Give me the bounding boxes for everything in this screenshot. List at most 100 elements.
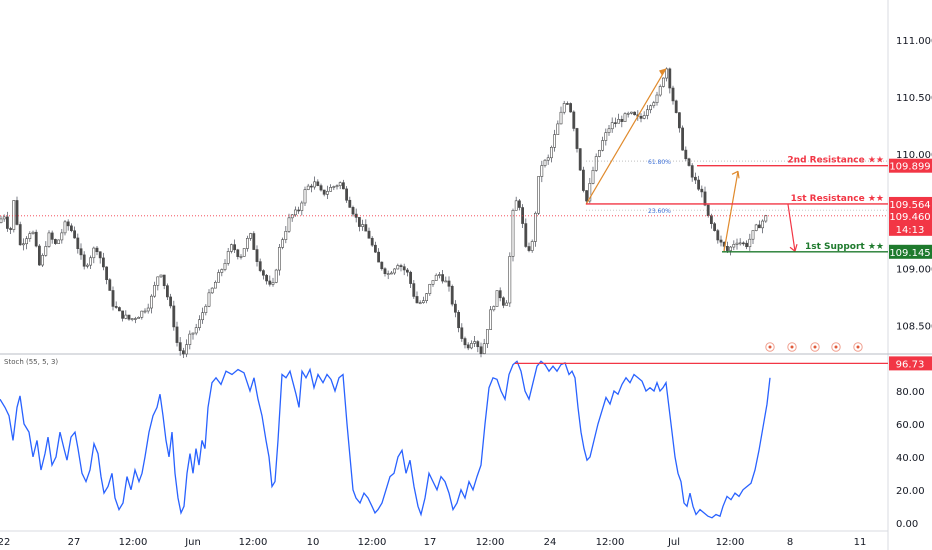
candle bbox=[553, 129, 557, 152]
candle bbox=[693, 172, 697, 185]
candle bbox=[79, 243, 83, 260]
candle bbox=[463, 336, 467, 349]
event-markers[interactable] bbox=[765, 342, 863, 352]
candle bbox=[514, 196, 518, 211]
candle bbox=[162, 274, 166, 290]
candle bbox=[665, 67, 669, 82]
economic-event-marker bbox=[765, 342, 775, 352]
candle bbox=[0, 215, 3, 224]
time-tick-label: 12:00 bbox=[716, 537, 745, 548]
candle bbox=[338, 181, 342, 190]
time-tick-label: 11 bbox=[854, 537, 867, 548]
candle bbox=[361, 219, 365, 231]
candle bbox=[86, 263, 89, 269]
candle bbox=[405, 267, 409, 277]
candle bbox=[633, 111, 637, 116]
candle bbox=[466, 342, 470, 351]
candle bbox=[652, 100, 656, 109]
candle bbox=[111, 286, 115, 311]
level-label: 1st Support ★★ bbox=[805, 242, 884, 252]
candle bbox=[325, 185, 329, 199]
candle bbox=[428, 283, 432, 296]
candle bbox=[476, 340, 480, 353]
price-tick-label: 110.000 bbox=[896, 150, 932, 161]
candle bbox=[690, 163, 694, 182]
time-tick-label: 8 bbox=[787, 537, 793, 548]
support-resistance-levels[interactable]: 2nd Resistance ★★ 109.899 1st Resistance ★… bbox=[586, 156, 932, 259]
price-axis[interactable]: 111.000110.500110.000109.000108.500108.0… bbox=[896, 36, 932, 332]
candle bbox=[623, 112, 627, 122]
candle bbox=[313, 176, 317, 190]
time-tick-label: 27 bbox=[68, 537, 81, 548]
candle bbox=[748, 233, 752, 251]
candle bbox=[319, 183, 323, 192]
price-tick-label: 111.000 bbox=[896, 36, 932, 47]
candle bbox=[703, 186, 707, 207]
candle bbox=[700, 185, 704, 198]
stochastic-level-value: 96.73 bbox=[896, 359, 925, 370]
candle bbox=[649, 104, 653, 114]
economic-event-marker bbox=[810, 342, 820, 352]
stochastic-title: Stoch (55, 5, 3) bbox=[4, 358, 58, 366]
candle bbox=[345, 186, 349, 203]
candle bbox=[418, 300, 422, 305]
price-tick-label: 109.000 bbox=[896, 264, 932, 275]
candle bbox=[495, 290, 499, 307]
candle bbox=[25, 236, 29, 250]
level-price-value: 109.564 bbox=[889, 200, 930, 211]
candle bbox=[537, 176, 541, 216]
candle bbox=[754, 223, 758, 232]
candle bbox=[607, 124, 611, 136]
candle bbox=[249, 232, 253, 241]
candle bbox=[53, 238, 57, 245]
candle bbox=[134, 316, 137, 324]
candle bbox=[575, 127, 579, 153]
projection-up-arrow bbox=[723, 171, 739, 252]
stoch-tick-label: 40.00 bbox=[896, 453, 925, 464]
candle bbox=[50, 230, 54, 244]
candle bbox=[511, 208, 515, 262]
time-tick-label: 17 bbox=[424, 537, 437, 548]
time-axis[interactable]: 22 27 12:00 Jun 12:00 10 12:00 17 12:00 24 12:00 Ju… bbox=[0, 537, 866, 548]
candle bbox=[114, 301, 118, 309]
candle bbox=[236, 248, 240, 260]
candle bbox=[597, 149, 601, 158]
candle bbox=[373, 241, 377, 253]
stochastic-axis[interactable]: 80.00 60.00 40.00 20.00 0.00 bbox=[896, 387, 925, 530]
candle bbox=[341, 179, 345, 190]
candle bbox=[130, 318, 134, 322]
candle bbox=[370, 236, 374, 247]
candle bbox=[594, 153, 598, 172]
time-tick-label: Jul bbox=[667, 537, 680, 548]
last-price-value: 109.460 bbox=[889, 212, 930, 223]
time-tick-label: 12:00 bbox=[119, 537, 148, 548]
candle bbox=[367, 227, 371, 239]
fib-level-label: 61.80% bbox=[648, 159, 671, 166]
candle bbox=[156, 276, 160, 291]
candle bbox=[204, 304, 208, 316]
last-price-tag: 109.460 14:13 bbox=[889, 209, 932, 236]
level-price-tag bbox=[889, 244, 932, 259]
candle bbox=[530, 239, 534, 253]
candle bbox=[89, 255, 93, 270]
candle bbox=[322, 189, 326, 197]
candle bbox=[258, 258, 262, 273]
candle bbox=[460, 323, 464, 342]
candle bbox=[629, 111, 633, 115]
drawing-tools[interactable]: 61.80% 23.60% bbox=[0, 68, 888, 252]
candle bbox=[223, 259, 227, 272]
candle bbox=[386, 270, 390, 280]
candle bbox=[217, 269, 221, 283]
candle bbox=[178, 337, 182, 356]
candle bbox=[508, 252, 512, 307]
projection-down-arrow-head bbox=[789, 244, 798, 252]
candle bbox=[70, 223, 73, 233]
candle bbox=[719, 235, 723, 247]
candle bbox=[738, 238, 742, 246]
candle bbox=[143, 308, 147, 314]
candle bbox=[31, 230, 35, 235]
candle bbox=[124, 310, 128, 320]
candle bbox=[21, 238, 25, 251]
candle bbox=[194, 323, 198, 336]
